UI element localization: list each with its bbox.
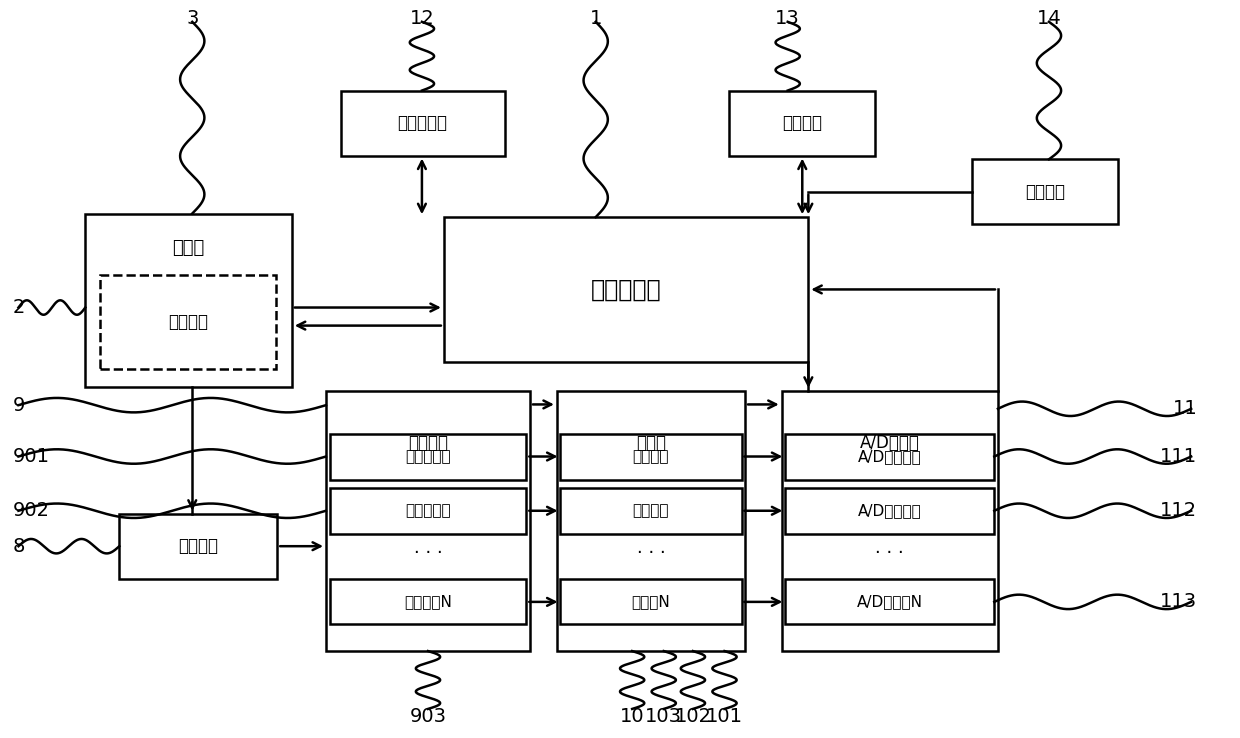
Bar [781, 390, 998, 651]
Text: 微处理器: 微处理器 [167, 313, 208, 331]
Bar [972, 159, 1118, 224]
Text: 101: 101 [706, 707, 743, 725]
Text: . . .: . . . [637, 539, 666, 557]
Text: 11: 11 [1173, 399, 1197, 418]
Text: 8: 8 [12, 537, 25, 556]
Text: 判断模块: 判断模块 [782, 114, 822, 132]
Bar [560, 434, 742, 480]
Text: . . .: . . . [875, 539, 904, 557]
Text: . . .: . . . [414, 539, 443, 557]
Text: 901: 901 [12, 447, 50, 466]
Text: 反馈模块: 反馈模块 [1025, 183, 1065, 201]
Text: 12: 12 [409, 9, 434, 28]
Text: A/D转换器: A/D转换器 [859, 434, 920, 452]
Text: 传感器二: 传感器二 [632, 503, 670, 519]
Bar [560, 579, 742, 624]
Text: 9: 9 [12, 396, 25, 415]
Text: 13: 13 [775, 9, 800, 28]
Bar [330, 579, 527, 624]
Text: 控制节点一: 控制节点一 [405, 449, 451, 464]
Text: 10: 10 [620, 707, 645, 725]
Text: 113: 113 [1161, 593, 1197, 611]
Text: A/D转换器二: A/D转换器二 [858, 503, 921, 519]
Bar [326, 390, 529, 651]
Text: 预处理器: 预处理器 [179, 537, 218, 555]
Bar [330, 489, 527, 534]
Bar [560, 489, 742, 534]
Bar [341, 91, 505, 156]
Text: 中央处理器: 中央处理器 [590, 277, 661, 301]
Text: 103: 103 [645, 707, 682, 725]
Text: 1: 1 [589, 9, 601, 28]
Text: 2: 2 [12, 298, 25, 317]
Bar [785, 579, 994, 624]
Bar [785, 434, 994, 480]
Text: 903: 903 [409, 707, 446, 725]
Bar [330, 434, 527, 480]
Text: 102: 102 [675, 707, 712, 725]
Text: 902: 902 [12, 501, 50, 520]
Bar [86, 213, 291, 387]
Text: 控制节点N: 控制节点N [404, 594, 451, 609]
Text: 14: 14 [1037, 9, 1061, 28]
Bar [100, 275, 277, 369]
Bar [785, 489, 994, 534]
Text: 记录采集器: 记录采集器 [398, 114, 448, 132]
Text: A/D转换器N: A/D转换器N [857, 594, 923, 609]
Bar [444, 217, 808, 362]
Text: 传感器N: 传感器N [631, 594, 671, 609]
Text: 112: 112 [1161, 501, 1197, 520]
Bar [557, 390, 745, 651]
Text: 传感器: 传感器 [636, 434, 666, 452]
Bar [119, 514, 278, 579]
Text: 控制节点: 控制节点 [408, 434, 448, 452]
Text: 控制节点二: 控制节点二 [405, 503, 451, 519]
Bar [729, 91, 875, 156]
Text: 传感器一: 传感器一 [632, 449, 670, 464]
Text: 监控室: 监控室 [172, 239, 205, 258]
Text: A/D转换器一: A/D转换器一 [858, 449, 921, 464]
Text: 3: 3 [186, 9, 198, 28]
Text: 111: 111 [1161, 447, 1197, 466]
